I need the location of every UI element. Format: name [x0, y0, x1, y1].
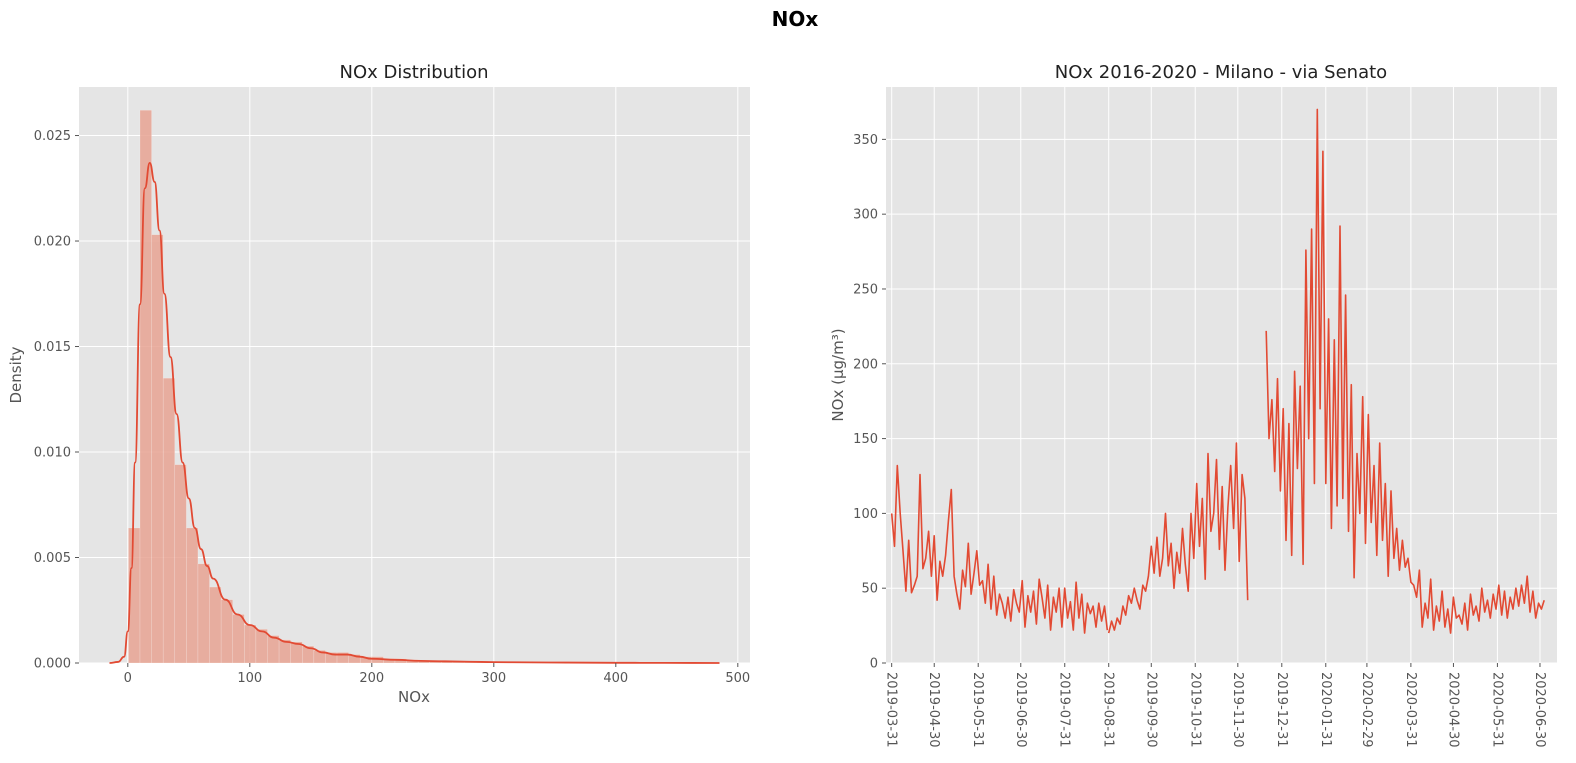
y-tick-label: 0 [870, 657, 878, 672]
histogram-bar [278, 639, 291, 664]
x-tick-label: 2019-10-31 [1187, 672, 1202, 748]
distribution-ylabel: Density [7, 346, 25, 403]
distribution-x-ticks: 0 100 200 300 400 500 [124, 663, 750, 686]
y-tick-label: 0.025 [34, 129, 71, 144]
x-tick-label: 100 [237, 671, 262, 686]
distribution-xlabel: NOx [398, 688, 430, 706]
distribution-title: NOx Distribution [339, 62, 488, 83]
timeseries-axes-background [886, 87, 1557, 663]
y-tick-label: 200 [853, 357, 878, 372]
histogram-bars [128, 109, 720, 664]
x-tick-label: 2020-02-29 [1359, 672, 1374, 748]
y-tick-label: 0.020 [34, 235, 71, 250]
timeseries-y-ticks: 0 50 100 150 200 250 300 350 [853, 133, 886, 672]
x-tick-label: 2019-12-31 [1274, 672, 1289, 748]
x-tick-label: 2019-06-30 [1013, 672, 1028, 748]
nox-series-line [1265, 108, 1545, 634]
histogram-bar [162, 377, 176, 664]
x-tick-label: 200 [359, 671, 384, 686]
x-tick-label: 2019-08-31 [1101, 672, 1116, 748]
timeseries-gridlines [886, 87, 1557, 664]
x-tick-label: 2020-03-31 [1403, 672, 1418, 748]
histogram-bar [267, 635, 280, 664]
x-tick-label: 2019-05-31 [970, 672, 985, 748]
x-tick-label: 500 [725, 671, 750, 686]
histogram-bar [186, 527, 199, 664]
figure-suptitle: NOx [772, 7, 819, 31]
histogram-bar [151, 234, 164, 664]
y-tick-label: 0.005 [34, 551, 71, 566]
timeseries-lines [890, 108, 1545, 634]
x-tick-label: 2019-03-31 [884, 672, 899, 748]
kde-curve [109, 162, 720, 664]
y-tick-label: 350 [853, 133, 878, 148]
nox-series-line [890, 464, 1109, 634]
y-tick-label: 0.000 [34, 657, 71, 672]
y-tick-label: 100 [853, 507, 878, 522]
nox-series-line [1107, 442, 1249, 634]
y-tick-label: 0.010 [34, 446, 71, 461]
timeseries-x-ticks: 2019-03-31 2019-04-30 2019-05-31 2019-06-30… [884, 663, 1547, 748]
x-tick-label: 2019-07-31 [1057, 672, 1072, 748]
histogram-bar [209, 586, 222, 664]
x-tick-label: 2020-01-31 [1318, 672, 1333, 748]
distribution-y-ticks: 0.000 0.005 0.010 0.015 0.020 0.025 [34, 129, 79, 672]
timeseries-title: NOx 2016-2020 - Milano - via Senato [1055, 62, 1387, 83]
timeseries-chart: 2019-03-31 2019-04-30 2019-05-31 2019-06-30… [829, 62, 1557, 748]
x-tick-label: 2020-05-31 [1489, 672, 1504, 748]
histogram-bar [244, 624, 257, 664]
y-tick-label: 300 [853, 208, 878, 223]
histogram-bar [197, 563, 210, 664]
histogram-bar [220, 599, 233, 664]
x-tick-label: 2019-09-30 [1143, 672, 1158, 748]
x-tick-label: 2019-11-30 [1230, 672, 1245, 748]
timeseries-ylabel: NOx (µg/m³) [829, 328, 847, 421]
y-tick-label: 150 [853, 432, 878, 447]
histogram-bar [174, 464, 187, 664]
x-tick-label: 300 [481, 671, 506, 686]
y-tick-label: 250 [853, 282, 878, 297]
distribution-chart: 0 100 200 300 400 500 0.0000.0050.0100.0150.0… [7, 62, 750, 706]
x-tick-label: 2019-04-30 [926, 672, 941, 748]
histogram-bar [232, 614, 245, 664]
histogram-bar [139, 109, 152, 664]
x-tick-label: 0 [124, 671, 132, 686]
x-tick-label: 2020-06-30 [1532, 672, 1547, 748]
y-tick-label: 0.015 [34, 340, 71, 355]
y-tick-label: 50 [861, 582, 878, 597]
histogram-bar [255, 628, 268, 664]
x-tick-label: 2020-04-30 [1445, 672, 1460, 748]
x-tick-label: 400 [603, 671, 628, 686]
